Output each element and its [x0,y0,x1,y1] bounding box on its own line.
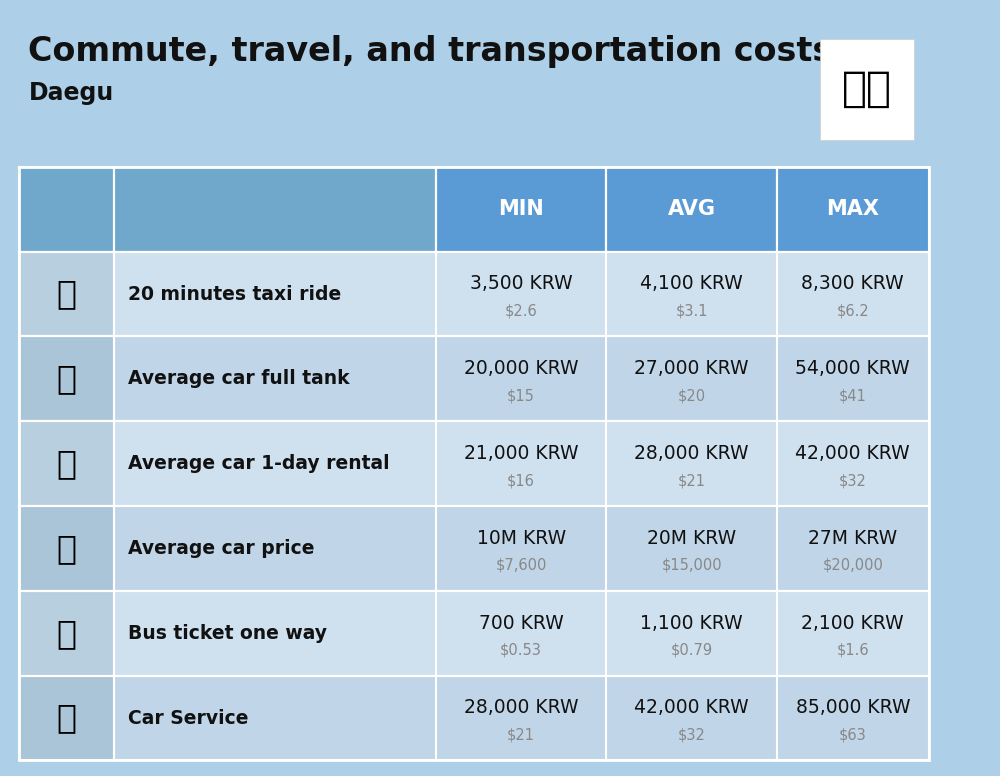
FancyBboxPatch shape [19,591,114,676]
FancyBboxPatch shape [19,676,114,760]
Text: Average car full tank: Average car full tank [128,369,350,388]
Text: $16: $16 [507,473,535,488]
Text: 20,000 KRW: 20,000 KRW [464,359,578,378]
FancyBboxPatch shape [19,337,114,421]
Text: 🔧: 🔧 [56,702,76,735]
Text: $0.79: $0.79 [671,643,713,658]
Text: $3.1: $3.1 [675,303,708,318]
Text: 1,100 KRW: 1,100 KRW [640,614,743,632]
Text: 20 minutes taxi ride: 20 minutes taxi ride [128,285,341,303]
Text: $1.6: $1.6 [836,643,869,658]
Text: Daegu: Daegu [28,81,114,106]
Text: Average car price: Average car price [128,539,314,558]
Text: 🇰🇷: 🇰🇷 [842,68,892,110]
FancyBboxPatch shape [19,421,114,506]
FancyBboxPatch shape [19,251,114,337]
Text: 🚗: 🚗 [56,532,76,565]
Text: Commute, travel, and transportation costs: Commute, travel, and transportation cost… [28,35,833,68]
FancyBboxPatch shape [19,506,114,591]
Text: 🚌: 🚌 [56,617,76,650]
Text: $63: $63 [839,728,867,743]
Text: $20,000: $20,000 [822,558,883,573]
Text: 42,000 KRW: 42,000 KRW [795,444,910,463]
Text: $41: $41 [839,388,867,404]
Text: 4,100 KRW: 4,100 KRW [640,275,743,293]
Text: 10M KRW: 10M KRW [477,528,566,548]
Text: 85,000 KRW: 85,000 KRW [796,698,910,717]
Text: 27M KRW: 27M KRW [808,528,897,548]
FancyBboxPatch shape [606,167,777,251]
Text: $2.6: $2.6 [505,303,538,318]
Text: AVG: AVG [668,199,716,220]
FancyBboxPatch shape [436,167,606,251]
Text: $0.53: $0.53 [500,643,542,658]
Text: 2,100 KRW: 2,100 KRW [801,614,904,632]
Text: $32: $32 [839,473,867,488]
Text: 42,000 KRW: 42,000 KRW [634,698,749,717]
Text: 20M KRW: 20M KRW [647,528,736,548]
Text: $6.2: $6.2 [836,303,869,318]
Text: MAX: MAX [826,199,879,220]
Text: 8,300 KRW: 8,300 KRW [801,275,904,293]
Text: Average car 1-day rental: Average car 1-day rental [128,454,390,473]
FancyBboxPatch shape [114,251,929,337]
FancyBboxPatch shape [114,506,929,591]
Text: $21: $21 [678,473,706,488]
Text: $21: $21 [507,728,535,743]
Text: 27,000 KRW: 27,000 KRW [634,359,749,378]
Text: $15,000: $15,000 [661,558,722,573]
FancyBboxPatch shape [19,167,114,251]
Text: 3,500 KRW: 3,500 KRW [470,275,572,293]
Text: $32: $32 [678,728,706,743]
Text: 🚖: 🚖 [56,278,76,310]
Text: ⛽: ⛽ [56,362,76,395]
FancyBboxPatch shape [114,676,929,760]
FancyBboxPatch shape [114,591,929,676]
Text: MIN: MIN [498,199,544,220]
FancyBboxPatch shape [820,39,914,140]
Text: $20: $20 [678,388,706,404]
Text: 28,000 KRW: 28,000 KRW [464,698,578,717]
FancyBboxPatch shape [114,421,929,506]
Text: Bus ticket one way: Bus ticket one way [128,624,327,643]
Text: $15: $15 [507,388,535,404]
FancyBboxPatch shape [114,167,436,251]
Text: Car Service: Car Service [128,708,248,728]
FancyBboxPatch shape [777,167,929,251]
FancyBboxPatch shape [114,337,929,421]
Text: 54,000 KRW: 54,000 KRW [795,359,910,378]
Text: 28,000 KRW: 28,000 KRW [634,444,749,463]
Text: $7,600: $7,600 [495,558,547,573]
Text: 21,000 KRW: 21,000 KRW [464,444,578,463]
Text: 🚙: 🚙 [56,447,76,480]
Text: 700 KRW: 700 KRW [479,614,564,632]
